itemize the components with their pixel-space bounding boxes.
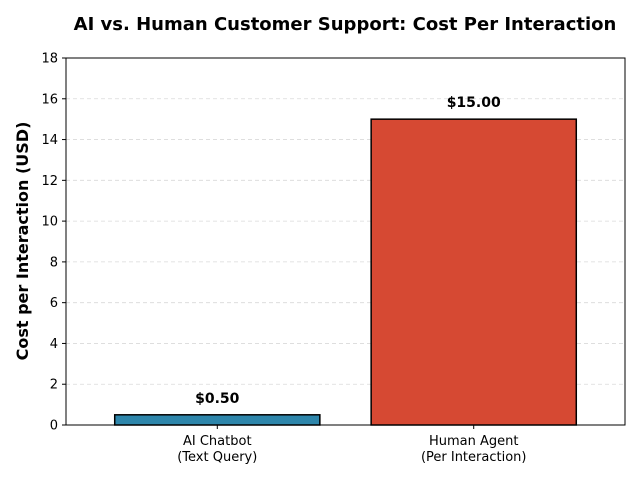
bar: [113, 414, 321, 426]
y-tick-label: 16: [41, 92, 58, 107]
y-axis-label: Cost per Interaction (USD): [13, 122, 32, 361]
y-tick-label: 8: [50, 255, 58, 270]
x-tick-label: AI Chatbot: [183, 434, 252, 449]
y-axis-ticks: 0 2 4 6 8 10 12 14 16 18: [41, 52, 66, 434]
bar: [370, 118, 578, 426]
y-tick-label: 10: [41, 215, 58, 230]
plot-frame: [65, 57, 626, 426]
data-label: $0.50: [195, 391, 240, 407]
y-tick-label: 4: [50, 337, 58, 352]
data-labels: $0.50 $15.00: [195, 95, 501, 407]
x-tick-label: (Per Interaction): [421, 450, 527, 465]
x-tick-label: (Text Query): [177, 450, 257, 465]
bars: [113, 118, 578, 426]
data-label: $15.00: [447, 95, 501, 111]
y-tick-label: 12: [41, 174, 58, 189]
y-tick-label: 2: [50, 378, 58, 393]
chart-title: AI vs. Human Customer Support: Cost Per …: [74, 14, 617, 35]
x-axis-ticks: AI Chatbot(Text Query) Human Agent(Per In…: [177, 425, 526, 465]
y-tick-label: 18: [41, 52, 58, 67]
y-tick-label: 6: [50, 296, 58, 311]
x-tick-label: Human Agent: [429, 434, 519, 449]
y-tick-label: 14: [41, 133, 58, 148]
y-tick-label: 0: [50, 419, 58, 434]
